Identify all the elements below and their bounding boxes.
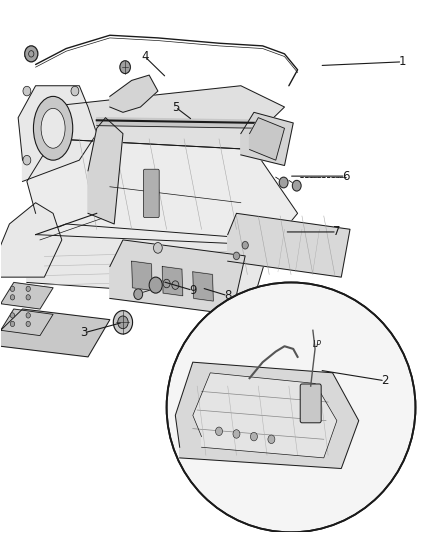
Polygon shape — [228, 213, 350, 277]
Polygon shape — [193, 373, 337, 458]
Circle shape — [268, 435, 275, 443]
Polygon shape — [110, 75, 158, 112]
Text: 5: 5 — [172, 101, 179, 114]
Polygon shape — [193, 272, 213, 301]
FancyBboxPatch shape — [144, 169, 159, 217]
Circle shape — [11, 313, 14, 318]
Polygon shape — [1, 309, 53, 336]
Circle shape — [134, 289, 143, 300]
Circle shape — [172, 281, 179, 289]
Polygon shape — [1, 203, 62, 277]
Ellipse shape — [41, 108, 65, 148]
Polygon shape — [97, 118, 263, 128]
Circle shape — [23, 156, 31, 165]
Circle shape — [120, 61, 131, 74]
Circle shape — [233, 430, 240, 438]
Circle shape — [242, 241, 248, 249]
Polygon shape — [1, 282, 53, 309]
Polygon shape — [241, 112, 293, 165]
Circle shape — [118, 316, 128, 329]
Text: LP: LP — [313, 340, 322, 349]
Polygon shape — [27, 139, 297, 245]
Circle shape — [292, 180, 301, 191]
Circle shape — [163, 279, 170, 288]
Circle shape — [26, 321, 30, 327]
Polygon shape — [110, 240, 245, 314]
Text: 9: 9 — [189, 284, 197, 297]
Circle shape — [11, 295, 14, 300]
Circle shape — [149, 277, 162, 293]
Text: 4: 4 — [141, 50, 148, 63]
Circle shape — [251, 432, 258, 441]
Circle shape — [26, 286, 30, 292]
Circle shape — [11, 286, 14, 292]
Text: 2: 2 — [381, 374, 389, 387]
Ellipse shape — [33, 96, 73, 160]
Text: 1: 1 — [399, 55, 406, 68]
Circle shape — [26, 295, 30, 300]
Text: 7: 7 — [333, 225, 341, 238]
Circle shape — [25, 46, 38, 62]
Ellipse shape — [166, 282, 416, 532]
Polygon shape — [250, 118, 285, 160]
FancyBboxPatch shape — [300, 384, 321, 423]
Polygon shape — [18, 86, 97, 181]
Circle shape — [233, 252, 240, 260]
Text: 8: 8 — [224, 289, 231, 302]
Polygon shape — [175, 362, 359, 469]
Circle shape — [153, 243, 162, 253]
Circle shape — [279, 177, 288, 188]
Circle shape — [26, 313, 30, 318]
Text: 6: 6 — [342, 169, 350, 183]
Polygon shape — [132, 261, 152, 290]
Circle shape — [71, 86, 79, 96]
Circle shape — [11, 321, 14, 327]
Circle shape — [215, 427, 223, 435]
Text: 3: 3 — [80, 326, 87, 340]
Polygon shape — [44, 86, 285, 150]
Polygon shape — [162, 266, 183, 296]
Polygon shape — [1, 309, 110, 357]
Circle shape — [113, 311, 133, 334]
Polygon shape — [27, 224, 272, 298]
Polygon shape — [88, 118, 123, 224]
Circle shape — [23, 86, 31, 96]
